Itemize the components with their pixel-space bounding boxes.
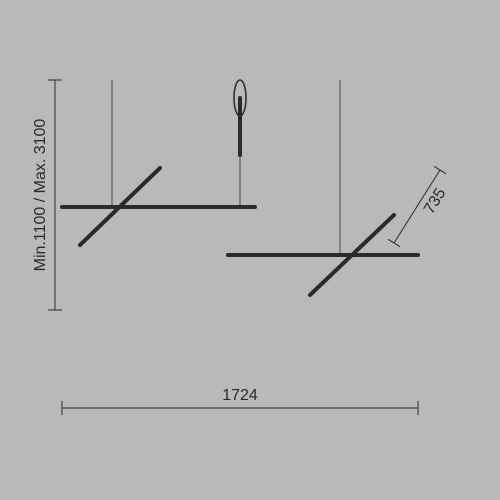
dim-left-label: Min.1100 / Max. 3100	[32, 119, 49, 272]
dim-bottom-label: 1724	[222, 387, 258, 404]
